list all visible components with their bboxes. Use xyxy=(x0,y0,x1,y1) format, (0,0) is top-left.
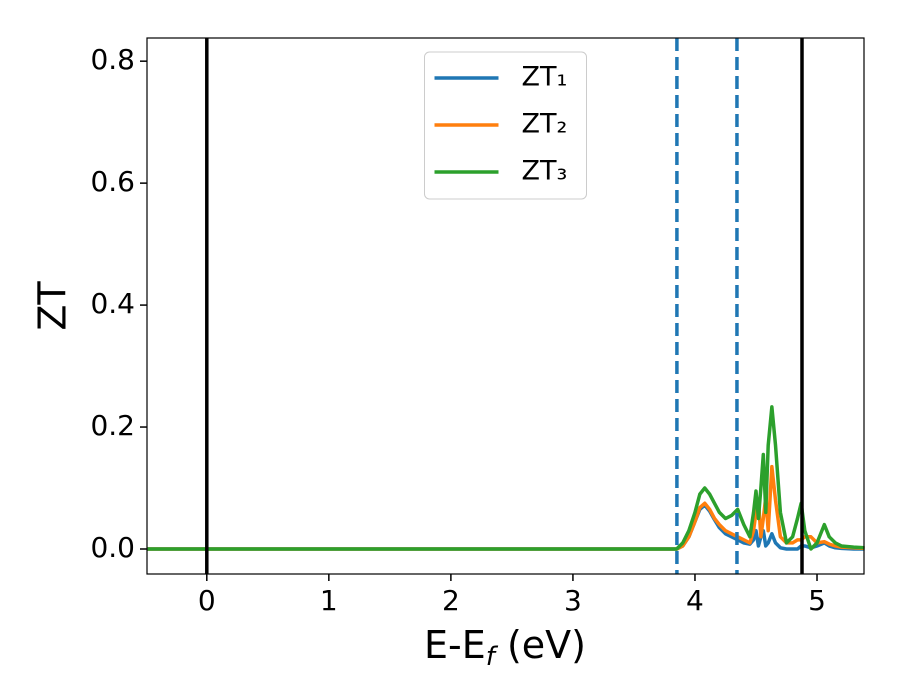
legend-label: ZT₃ xyxy=(522,156,568,187)
y-tick-label: 0.4 xyxy=(90,287,135,320)
y-axis-label: ZT xyxy=(31,281,75,331)
legend-label: ZT₁ xyxy=(522,62,568,93)
y-tick-label: 0.6 xyxy=(90,165,135,198)
x-label-part: (eV) xyxy=(495,623,586,667)
x-tick-label: 4 xyxy=(686,584,704,617)
legend-label: ZT₂ xyxy=(522,109,568,140)
x-tick-label: 3 xyxy=(564,584,582,617)
x-label-part: E-E xyxy=(424,623,486,667)
x-tick-label: 5 xyxy=(808,584,826,617)
plot-frame xyxy=(146,37,865,575)
data-line xyxy=(147,405,865,551)
legend-box xyxy=(424,51,587,200)
x-tick-label: 0 xyxy=(198,584,216,617)
x-axis-label: E-Ef (eV) xyxy=(424,623,586,672)
y-tick-label: 0.0 xyxy=(90,531,135,564)
x-tick-label: 2 xyxy=(442,584,460,617)
y-tick-label: 0.8 xyxy=(90,43,135,76)
x-tick-label: 1 xyxy=(320,584,338,617)
y-tick-label: 0.2 xyxy=(90,409,135,442)
